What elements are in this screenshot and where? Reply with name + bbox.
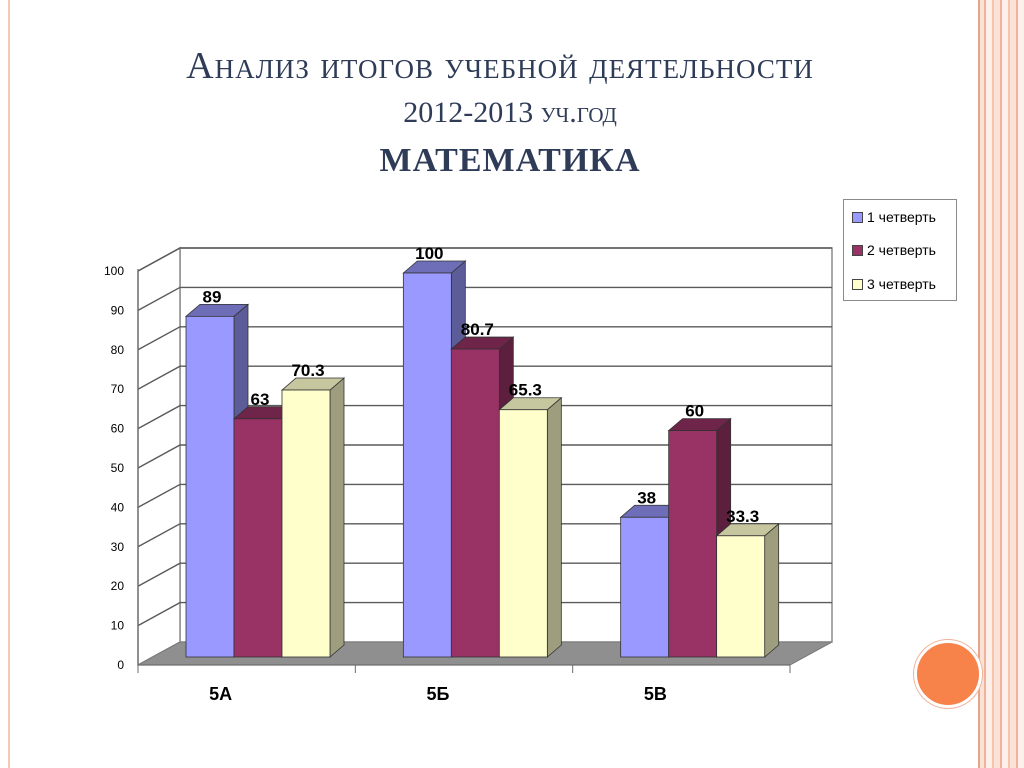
bar-side	[329, 377, 345, 658]
gridline	[137, 483, 832, 509]
bar-side	[546, 396, 562, 658]
data-label: 80.7	[461, 320, 494, 339]
bar-side	[764, 522, 780, 658]
legend-label-2: 2 четверть	[867, 242, 936, 258]
y-tick-label: 90	[111, 303, 125, 317]
legend-swatch-3	[852, 278, 863, 290]
bar	[185, 315, 235, 658]
slide-subject: МАТЕМАТИКА	[379, 142, 641, 179]
bar	[498, 409, 548, 658]
slide-subtitle: 2012-2013 уч.год	[403, 96, 617, 129]
x-category-label: 5А	[209, 684, 232, 704]
gridline	[137, 601, 832, 627]
y-tick-label: 20	[111, 579, 125, 593]
data-label: 33.3	[726, 507, 759, 526]
slide-right-stripes	[978, 0, 1024, 768]
data-label: 60	[685, 402, 704, 421]
data-label: 65.3	[509, 381, 542, 400]
y-tick-label: 50	[111, 461, 125, 475]
bar	[402, 272, 452, 658]
bar	[620, 516, 670, 658]
data-label: 63	[251, 390, 270, 409]
data-label: 89	[203, 287, 222, 306]
gridline	[137, 444, 832, 469]
gridline	[137, 326, 832, 351]
y-tick-label: 30	[111, 540, 125, 554]
legend-label-1: 1 четверть	[867, 209, 936, 225]
gridline	[137, 365, 832, 390]
y-tick-label: 40	[111, 500, 125, 514]
data-label: 100	[415, 244, 443, 263]
y-tick-label: 80	[111, 343, 125, 357]
x-category-label: 5В	[644, 684, 667, 704]
bar	[668, 430, 718, 658]
x-category-label: 5Б	[427, 684, 450, 704]
data-label: 70.3	[291, 361, 324, 380]
gridline	[137, 247, 832, 272]
y-tick-label: 70	[111, 382, 125, 396]
bar	[716, 535, 766, 658]
slide-title: Анализ итогов учебной деятельности	[186, 45, 814, 87]
legend-item-3: 3 четверть	[852, 275, 936, 293]
legend-item-2: 2 четверть	[852, 241, 936, 259]
bar	[233, 418, 283, 658]
legend-swatch-2	[852, 244, 863, 256]
bar	[450, 348, 500, 658]
y-tick-label: 60	[111, 422, 125, 436]
data-label: 38	[637, 488, 656, 507]
legend-item-1: 1 четверть	[852, 208, 936, 226]
legend-swatch-1	[852, 211, 863, 223]
y-tick-label: 100	[104, 264, 124, 278]
chart-legend: 1 четверть 2 четверть 3 четверть	[843, 199, 957, 301]
bar	[281, 389, 331, 658]
gridline	[137, 523, 832, 548]
gridline	[137, 286, 832, 312]
slide-left-border	[0, 0, 10, 768]
gridline	[137, 562, 832, 587]
decorative-orange-circle	[914, 640, 982, 708]
legend-label-3: 3 четверть	[867, 276, 936, 292]
gridline	[137, 404, 832, 430]
y-tick-label: 10	[111, 619, 125, 633]
y-tick-label: 0	[117, 658, 124, 672]
